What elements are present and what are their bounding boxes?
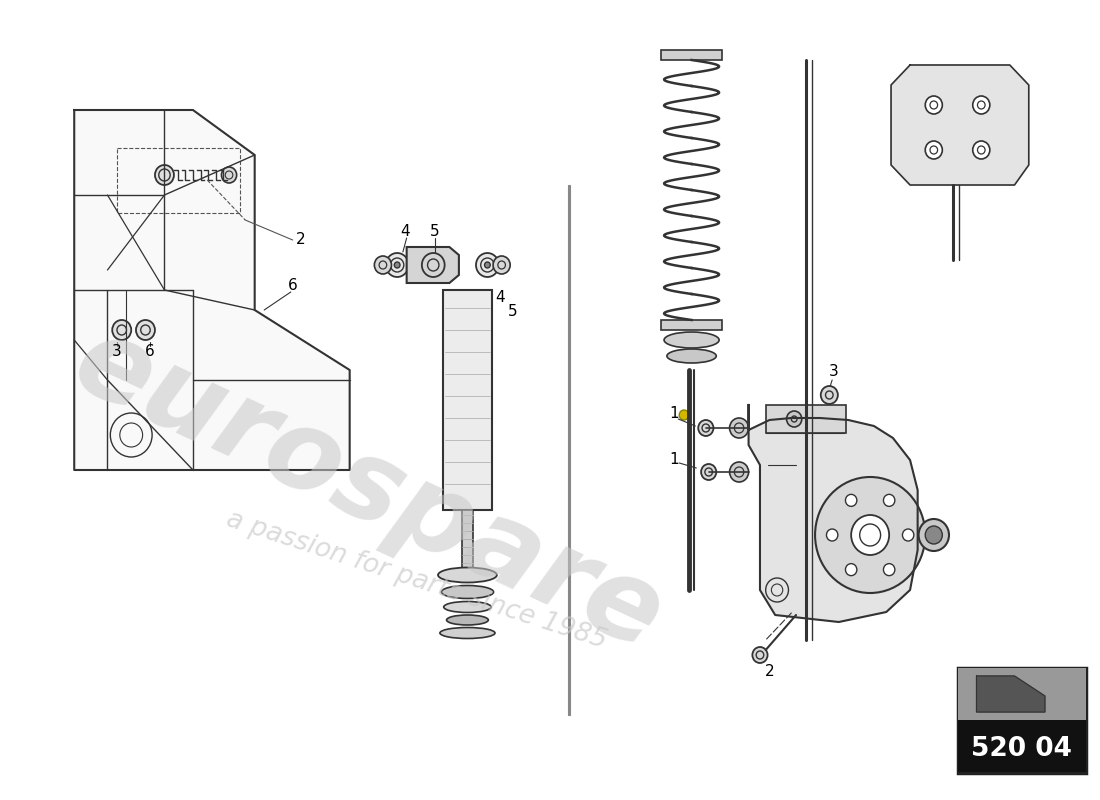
- Circle shape: [815, 477, 925, 593]
- Bar: [661, 50, 722, 60]
- Circle shape: [493, 256, 510, 274]
- Circle shape: [136, 320, 155, 340]
- Bar: [442, 290, 492, 510]
- Circle shape: [883, 494, 894, 506]
- Polygon shape: [749, 405, 917, 622]
- Ellipse shape: [441, 586, 494, 598]
- Polygon shape: [891, 65, 1028, 185]
- Polygon shape: [74, 110, 350, 470]
- Circle shape: [679, 410, 689, 420]
- Circle shape: [925, 96, 943, 114]
- Circle shape: [729, 418, 749, 438]
- Circle shape: [729, 462, 749, 482]
- Circle shape: [476, 253, 498, 277]
- Text: 3: 3: [829, 365, 839, 379]
- Ellipse shape: [447, 615, 488, 625]
- Ellipse shape: [440, 627, 495, 638]
- Circle shape: [752, 647, 768, 663]
- Circle shape: [851, 515, 889, 555]
- Circle shape: [883, 564, 894, 576]
- Text: 4: 4: [400, 225, 409, 239]
- Bar: [117, 148, 241, 213]
- Text: 2: 2: [296, 233, 305, 247]
- Bar: [462, 510, 473, 575]
- Circle shape: [786, 411, 802, 427]
- Circle shape: [902, 529, 914, 541]
- Circle shape: [701, 464, 716, 480]
- Ellipse shape: [664, 332, 719, 348]
- Circle shape: [972, 96, 990, 114]
- Circle shape: [846, 494, 857, 506]
- Bar: [766, 405, 846, 433]
- Text: 5: 5: [430, 225, 440, 239]
- Text: 2: 2: [764, 665, 774, 679]
- Circle shape: [394, 262, 400, 268]
- Circle shape: [698, 420, 714, 436]
- Circle shape: [972, 141, 990, 159]
- Text: 1: 1: [670, 406, 680, 421]
- Bar: [957, 668, 1086, 773]
- Text: 520 04: 520 04: [971, 736, 1072, 762]
- Ellipse shape: [438, 567, 497, 582]
- Ellipse shape: [667, 349, 716, 363]
- Text: 3: 3: [112, 345, 122, 359]
- Text: 4: 4: [495, 290, 505, 306]
- Circle shape: [484, 262, 491, 268]
- Text: 6: 6: [145, 345, 155, 359]
- Polygon shape: [977, 676, 1045, 712]
- Circle shape: [221, 167, 236, 183]
- Circle shape: [846, 564, 857, 576]
- Text: 5: 5: [508, 305, 518, 319]
- Circle shape: [374, 256, 392, 274]
- Bar: [661, 320, 722, 330]
- Bar: [957, 668, 1086, 720]
- Circle shape: [155, 165, 174, 185]
- Circle shape: [112, 320, 131, 340]
- Bar: [957, 720, 1086, 772]
- Text: 6: 6: [288, 278, 298, 293]
- Circle shape: [925, 141, 943, 159]
- Polygon shape: [407, 247, 459, 283]
- Text: a passion for parts since 1985: a passion for parts since 1985: [222, 506, 609, 654]
- Ellipse shape: [918, 519, 949, 551]
- Bar: [568, 185, 570, 715]
- Text: eurospare: eurospare: [57, 307, 680, 673]
- Circle shape: [821, 386, 838, 404]
- Circle shape: [386, 253, 408, 277]
- Ellipse shape: [443, 602, 492, 613]
- Ellipse shape: [925, 526, 943, 544]
- Circle shape: [826, 529, 838, 541]
- Text: 1: 1: [670, 453, 680, 467]
